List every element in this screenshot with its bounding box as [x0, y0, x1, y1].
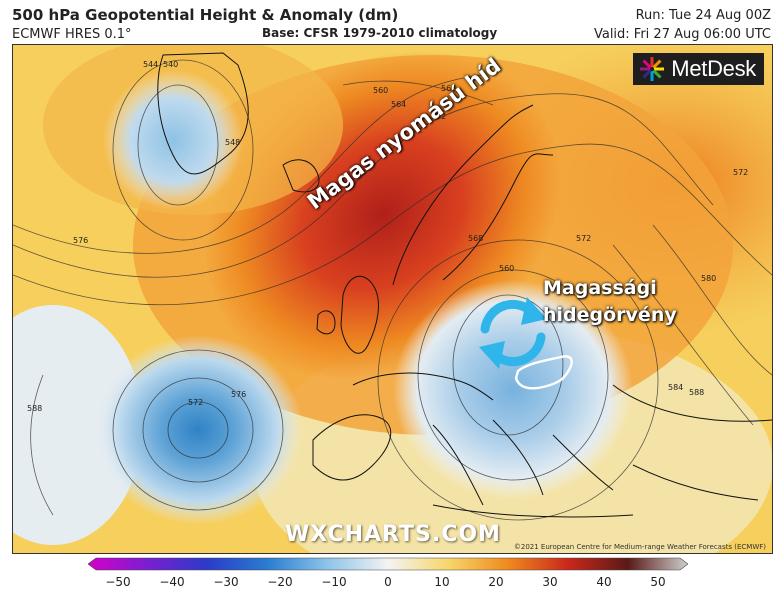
contour-label: 548: [225, 138, 240, 147]
contour-label: 564: [391, 100, 406, 109]
valid-time: Valid: Fri 27 Aug 06:00 UTC: [593, 27, 771, 42]
contour-label: 584: [668, 383, 683, 392]
contour-label: 568: [441, 84, 456, 93]
colorbar-tick: 10: [434, 575, 450, 589]
chart-title: 500 hPa Geopotential Height & Anomaly (d…: [12, 6, 399, 24]
colorbar-tick: −30: [213, 575, 239, 589]
contour-label: 572: [431, 112, 446, 121]
colorbar-tick: 20: [488, 575, 504, 589]
colorbar-tick: −10: [321, 575, 347, 589]
colorbar-tick: −40: [159, 575, 185, 589]
contour-label: 540: [163, 60, 178, 69]
metdesk-logo: MetDesk: [633, 53, 764, 85]
colorbar: [88, 557, 688, 571]
contour-labels: 544 540 548 560 564 568 572 576 572 576 …: [27, 60, 748, 413]
contour-label: 560: [499, 264, 514, 273]
wxcharts-watermark: WXCHARTS.COM: [285, 522, 501, 547]
contour-label: 572: [188, 398, 203, 407]
weather-map[interactable]: 544 540 548 560 564 568 572 576 572 576 …: [12, 44, 773, 554]
hungary-outline-icon: [514, 355, 573, 390]
colorbar-ticks: −50 −40 −30 −20 −10 0 10 20 30 40 50: [88, 575, 688, 593]
rotation-arrows-icon: [479, 297, 547, 369]
anomaly-field: 544 540 548 560 564 568 572 576 572 576 …: [13, 45, 772, 553]
vortex-label-line1: Magassági: [543, 277, 657, 299]
contour-label: 572: [576, 234, 591, 243]
contour-label: 572: [733, 168, 748, 177]
colorbar-tick: 50: [650, 575, 666, 589]
colorbar-tick: 30: [542, 575, 558, 589]
header-right: Run: Tue 24 Aug 00Z Valid: Fri 27 Aug 06…: [594, 6, 771, 44]
contour-label: 588: [27, 404, 42, 413]
vortex-label-line2: hidegörvény: [543, 304, 677, 326]
contour-label: 560: [373, 86, 388, 95]
contour-label: 576: [231, 390, 246, 399]
metdesk-logo-icon: [640, 57, 665, 81]
geopotential-contours: [13, 59, 772, 521]
contour-label: 588: [689, 388, 704, 397]
contour-label: 576: [73, 236, 88, 245]
colorbar-tick: 0: [384, 575, 392, 589]
coastlines: [157, 52, 772, 518]
colorbar-tick: 40: [596, 575, 612, 589]
colorbar-tick: −50: [105, 575, 131, 589]
contour-label: 544: [143, 60, 158, 69]
model-label: ECMWF HRES 0.1°: [12, 27, 132, 42]
climatology-base: Base: CFSR 1979-2010 climatology: [262, 26, 498, 40]
metdesk-brand-text: MetDesk: [671, 56, 756, 81]
colorbar-tick: −20: [267, 575, 293, 589]
header-left: 500 hPa Geopotential Height & Anomaly (d…: [12, 6, 398, 44]
vortex-annotation: Magassági hidegörvény: [543, 275, 677, 329]
contour-label: 568: [468, 234, 483, 243]
run-time: Run: Tue 24 Aug 00Z: [635, 8, 771, 23]
contour-label: 580: [701, 274, 716, 283]
copyright-notice: ©2021 European Centre for Medium-range W…: [513, 543, 766, 551]
colorbar-strip: [88, 557, 688, 571]
